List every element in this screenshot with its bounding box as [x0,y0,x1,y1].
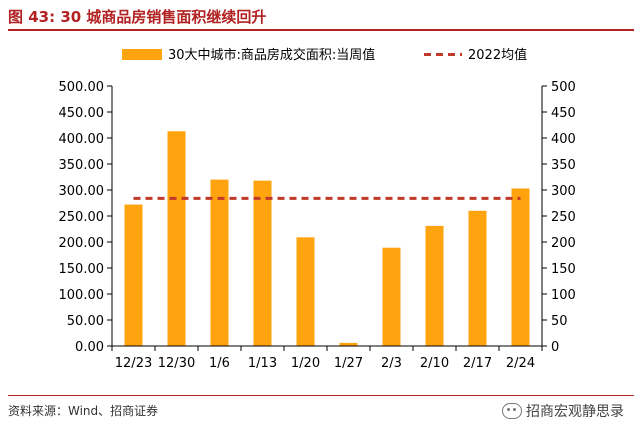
x-tick-label: 1/13 [248,356,277,371]
x-tick-label: 12/23 [115,356,152,371]
right-tick-label: 300 [551,184,576,199]
bar [511,188,530,346]
x-tick-label: 1/20 [291,356,320,371]
bar-series [124,131,530,346]
right-tick-label: 500 [551,80,576,95]
bar [296,237,315,346]
left-tick-label: 200.00 [59,236,105,251]
right-y-axis: 0 50 100 150 200 250 300 350 400 450 500 [541,80,576,355]
wechat-icon [502,403,522,419]
right-tick-label: 150 [551,262,576,277]
x-tick-label: 2/10 [420,356,449,371]
left-tick-label: 450.00 [59,106,105,121]
bar [210,179,229,346]
watermark: 招商宏观静思录 [502,401,624,421]
x-tick-label: 2/17 [463,356,492,371]
bar [468,210,487,346]
title-divider [8,29,634,31]
legend-swatch-bar [122,49,162,60]
right-tick-label: 50 [551,314,568,329]
right-tick-label: 400 [551,132,576,147]
x-tick-label: 1/27 [334,356,363,371]
left-tick-label: 100.00 [59,288,105,303]
left-tick-label: 0.00 [75,340,104,355]
x-tick-label: 1/6 [209,356,230,371]
left-tick-label: 400.00 [59,132,105,147]
x-tick-label: 2/3 [381,356,402,371]
figure-title: 图 43: 30 城商品房销售面积继续回升 [8,8,267,26]
x-tick-label: 2/24 [506,356,535,371]
x-tick-label: 12/30 [158,356,195,371]
bar [253,180,272,346]
source-note: 资料来源：Wind、招商证券 [8,404,159,418]
left-tick-label: 300.00 [59,184,105,199]
bar-chart: 30大中城市:商品房成交面积:当周值 2022均值 0.00 50.00 100.00… [59,47,576,371]
watermark-text: 招商宏观静思录 [526,404,624,420]
right-tick-label: 100 [551,288,576,303]
x-axis: 12/23 12/30 1/6 1/13 1/20 1/27 2/3 2/10 2/17 2/24 [111,345,543,371]
left-tick-label: 150.00 [59,262,105,277]
bar [167,131,186,346]
right-tick-label: 450 [551,106,576,121]
bar [339,342,358,346]
legend-label-line: 2022均值 [468,47,527,63]
left-y-axis: 0.00 50.00 100.00 150.00 200.00 250.00 300.00 3… [59,80,113,355]
chart-legend: 30大中城市:商品房成交面积:当周值 2022均值 [122,47,527,63]
left-tick-label: 50.00 [67,314,104,329]
right-tick-label: 250 [551,210,576,225]
bar [382,247,401,346]
left-tick-label: 250.00 [59,210,105,225]
legend-label-bar: 30大中城市:商品房成交面积:当周值 [168,47,375,63]
bar [425,225,444,346]
right-tick-label: 0 [551,340,559,355]
bar [124,204,143,346]
right-tick-label: 200 [551,236,576,251]
left-tick-label: 500.00 [59,80,105,95]
left-tick-label: 350.00 [59,158,105,173]
source-divider [8,395,634,396]
right-tick-label: 350 [551,158,576,173]
